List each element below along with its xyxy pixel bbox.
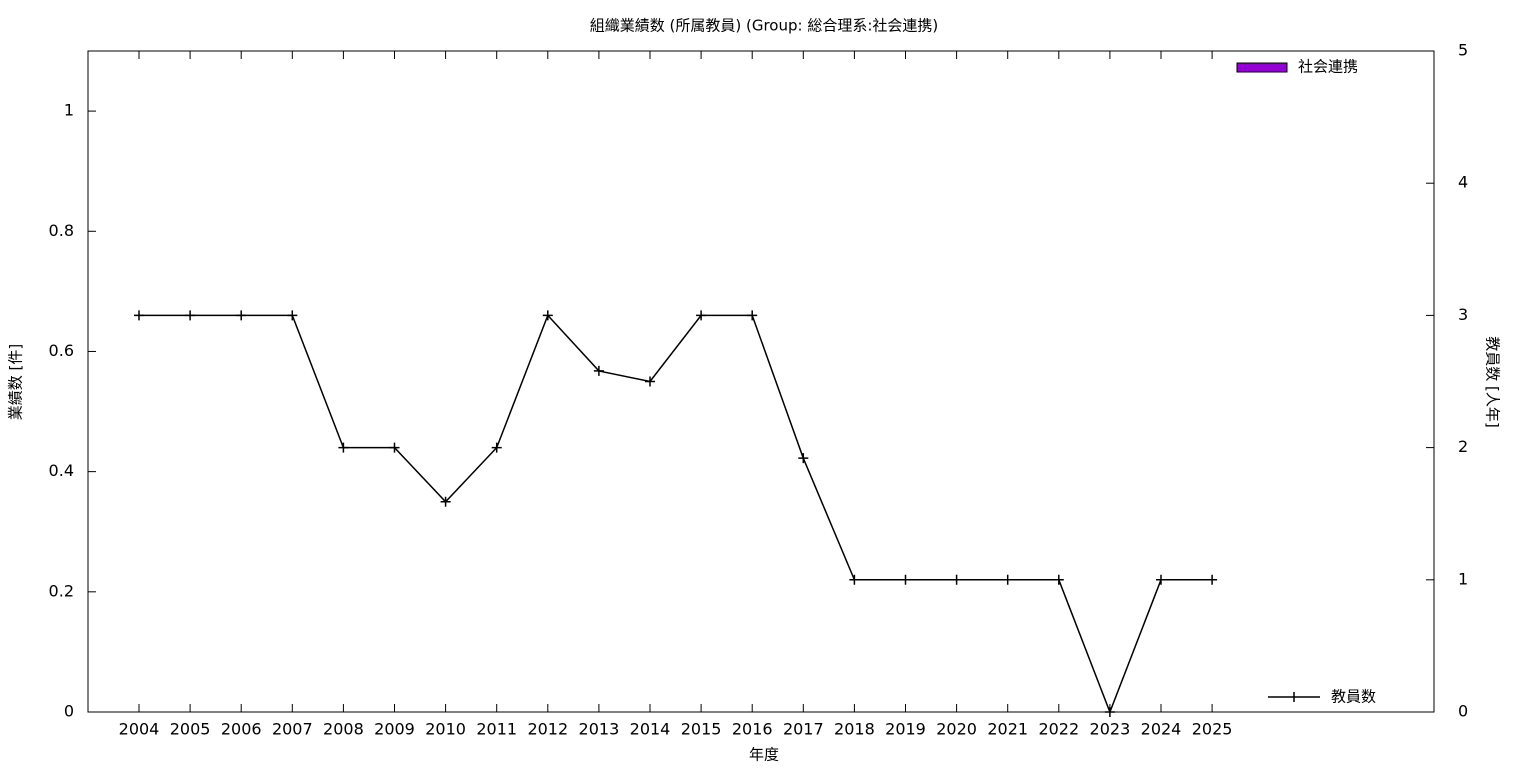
x-tick-label: 2023 <box>1090 720 1131 739</box>
x-tick-label: 2014 <box>630 720 671 739</box>
x-tick-label: 2025 <box>1192 720 1233 739</box>
y2-tick-label: 5 <box>1458 41 1468 60</box>
plot-frame <box>87 50 1435 713</box>
legend-label: 教員数 <box>1331 688 1376 706</box>
y2-tick-label: 2 <box>1458 437 1468 456</box>
x-tick-label: 2004 <box>119 720 160 739</box>
x-axis-label: 年度 <box>749 746 779 764</box>
point <box>338 442 349 453</box>
y2-axis-label: 教員数 [人年] <box>1484 336 1502 427</box>
point <box>287 310 298 321</box>
y-tick-label: 0.4 <box>49 461 74 480</box>
point <box>1053 574 1064 585</box>
point <box>798 453 809 464</box>
point <box>1207 574 1218 585</box>
point <box>1104 707 1115 717</box>
legend-swatch <box>1268 692 1320 702</box>
x-tick-label: 2024 <box>1141 720 1182 739</box>
y-tick-label: 0.6 <box>49 341 74 360</box>
point <box>185 310 196 321</box>
x-tick-label: 2012 <box>527 720 568 739</box>
y-axis-label: 業績数 [件] <box>7 344 25 420</box>
point <box>951 574 962 585</box>
point <box>645 376 655 387</box>
point <box>849 574 860 585</box>
point <box>389 442 400 453</box>
point <box>900 574 911 585</box>
legend-label: 社会連携 <box>1298 58 1358 76</box>
point <box>440 496 451 507</box>
point <box>491 442 502 453</box>
x-tick-label: 2008 <box>323 720 364 739</box>
x-tick-label: 2006 <box>221 720 262 739</box>
x-tick-label: 2013 <box>579 720 620 739</box>
point <box>747 310 758 321</box>
line <box>139 314 1213 715</box>
x-tick-label: 2007 <box>272 720 313 739</box>
x-tick-label: 2015 <box>681 720 722 739</box>
chart-title: 組織業績数 (所属教員) (Group: 総合理系:社会連携) <box>590 17 939 35</box>
x-tick-label: 2016 <box>732 720 773 739</box>
x-tick-label: 2019 <box>885 720 926 739</box>
point <box>593 365 604 376</box>
y-tick-label: 0.2 <box>49 581 74 600</box>
point <box>1002 574 1013 585</box>
legend-swatch <box>1236 62 1288 73</box>
point <box>134 310 144 321</box>
point <box>1156 574 1166 585</box>
point <box>236 310 247 321</box>
y2-tick-label: 0 <box>1458 702 1468 721</box>
x-tick-label: 2021 <box>987 720 1028 739</box>
y-tick-label: 1 <box>64 101 74 120</box>
y2-tick-label: 4 <box>1458 173 1468 192</box>
x-tick-label: 2017 <box>783 720 824 739</box>
x-tick-label: 2011 <box>476 720 517 739</box>
y-tick-label: 0 <box>64 702 74 721</box>
x-tick-label: 2005 <box>170 720 211 739</box>
x-tick-label: 2020 <box>936 720 977 739</box>
x-tick-label: 2018 <box>834 720 875 739</box>
x-tick-label: 2010 <box>425 720 466 739</box>
point <box>696 310 707 321</box>
y-tick-label: 0.8 <box>49 221 74 240</box>
y2-tick-label: 1 <box>1458 569 1468 588</box>
x-tick-label: 2009 <box>374 720 415 739</box>
x-tick-label: 2022 <box>1038 720 1079 739</box>
y2-tick-label: 3 <box>1458 305 1468 324</box>
point <box>542 310 553 321</box>
